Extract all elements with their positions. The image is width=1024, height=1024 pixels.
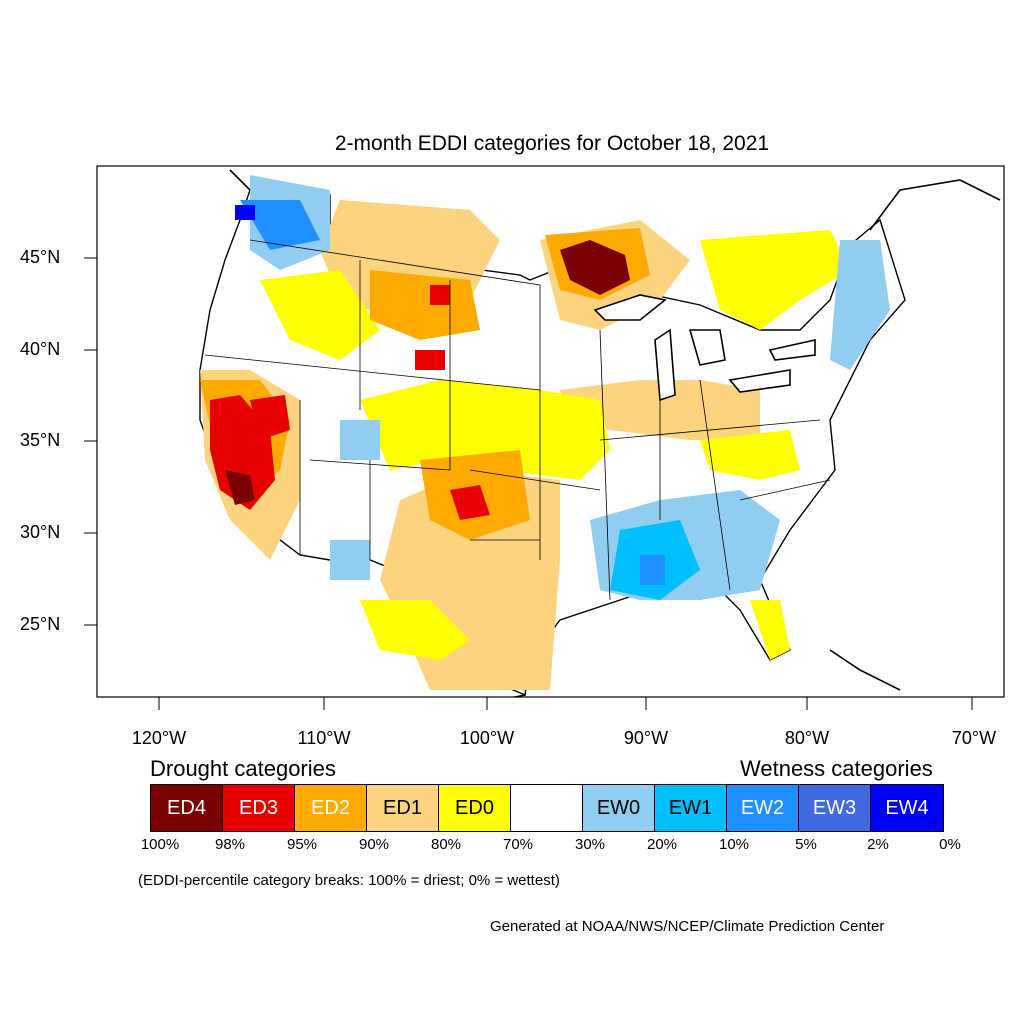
lon-label-110w: 110°W bbox=[297, 728, 351, 748]
legend-label-ed4: ED4 bbox=[167, 796, 206, 819]
legend-label-ew1: EW1 bbox=[668, 796, 713, 819]
break-90: 90% bbox=[358, 836, 390, 853]
ed3-area-nevada bbox=[250, 395, 290, 440]
ed0-area-montana bbox=[260, 270, 380, 360]
ew0-area-new-england bbox=[830, 240, 890, 370]
break-0: 0% bbox=[939, 836, 961, 853]
ed3-area-colorado bbox=[415, 350, 445, 370]
lon-label-80w: 80°W bbox=[784, 728, 830, 748]
legend-label-ed2: ED2 bbox=[311, 796, 350, 819]
ed3-area-oklahoma bbox=[450, 485, 490, 520]
legend-color-bar: ED4 ED3 ED2 ED1 ED0 EW0 EW1 EW2 EW3 EW4 bbox=[150, 784, 944, 832]
ed3-area-montana bbox=[430, 285, 450, 305]
break-2: 2% bbox=[867, 836, 889, 853]
legend-cell-ew1: EW1 bbox=[655, 785, 727, 831]
wetness-heading: Wetness categories bbox=[740, 756, 933, 781]
lon-label-120w: 120°W bbox=[131, 728, 187, 748]
break-70: 70% bbox=[502, 836, 534, 853]
ew4-area-washington bbox=[235, 205, 255, 220]
break-30: 30% bbox=[574, 836, 606, 853]
legend-label-ew3: EW3 bbox=[812, 796, 857, 819]
coastlines bbox=[229, 169, 1001, 697]
legend-cell-ed2: ED2 bbox=[295, 785, 367, 831]
ed0-area-texas bbox=[360, 600, 470, 660]
ed0-area-plains bbox=[360, 380, 610, 480]
legend-cell-ew4: EW4 bbox=[871, 785, 943, 831]
lat-label-25n: 25°N bbox=[20, 614, 61, 634]
legend-cell-ed1: ED1 bbox=[367, 785, 439, 831]
lat-label-35n: 35°N bbox=[20, 430, 61, 450]
ed4-area-minnesota bbox=[560, 240, 630, 295]
ed0-area-florida bbox=[750, 600, 790, 660]
lat-label-40n: 40°N bbox=[20, 339, 61, 359]
legend-cell-neutral bbox=[511, 785, 583, 831]
great-lakes bbox=[593, 294, 816, 402]
legend-cell-ed0: ED0 bbox=[439, 785, 511, 831]
lon-label-90w: 90°W bbox=[623, 728, 669, 748]
break-80: 80% bbox=[430, 836, 462, 853]
break-20: 20% bbox=[646, 836, 678, 853]
legend-cell-ew2: EW2 bbox=[727, 785, 799, 831]
legend-label-ew2: EW2 bbox=[740, 796, 785, 819]
break-100: 100% bbox=[140, 836, 180, 853]
lat-ticks bbox=[84, 257, 97, 626]
ed0-area-appalachia bbox=[700, 430, 800, 480]
lon-label-100w: 100°W bbox=[459, 728, 515, 748]
break-98: 98% bbox=[214, 836, 246, 853]
legend-label-ed3: ED3 bbox=[239, 796, 278, 819]
ed2-area-dakotas bbox=[370, 270, 480, 340]
ew0-area-utah bbox=[340, 420, 380, 460]
legend-cell-ew3: EW3 bbox=[799, 785, 871, 831]
legend-cell-ew0: EW0 bbox=[583, 785, 655, 831]
break-5: 5% bbox=[795, 836, 817, 853]
map-title: 2-month EDDI categories for October 18, … bbox=[334, 132, 770, 155]
legend-cell-ed4: ED4 bbox=[151, 785, 223, 831]
legend-label-ew4: EW4 bbox=[885, 796, 929, 819]
lat-label-45n: 45°N bbox=[20, 247, 61, 267]
category-breaks-note: (EDDI-percentile category breaks: 100% =… bbox=[138, 872, 560, 889]
ew0-area-arizona bbox=[330, 540, 370, 580]
map-frame bbox=[96, 165, 1005, 698]
lon-ticks bbox=[158, 697, 973, 710]
credit-line: Generated at NOAA/NWS/NCEP/Climate Predi… bbox=[490, 918, 885, 935]
drought-heading: Drought categories bbox=[150, 756, 336, 781]
legend-label-ed0: ED0 bbox=[455, 796, 494, 819]
legend-label-ew0: EW0 bbox=[596, 796, 641, 819]
lat-label-30n: 30°N bbox=[20, 522, 61, 542]
break-95: 95% bbox=[286, 836, 318, 853]
ed0-area-northeast bbox=[700, 230, 850, 330]
ed4-area-california bbox=[225, 470, 255, 505]
ew2-area-washington bbox=[240, 200, 320, 250]
legend-label-ed1: ED1 bbox=[383, 796, 422, 819]
legend-cell-ed3: ED3 bbox=[223, 785, 295, 831]
break-10: 10% bbox=[718, 836, 750, 853]
lon-label-70w: 70°W bbox=[951, 728, 997, 748]
ew2-area-gulf bbox=[640, 555, 665, 585]
